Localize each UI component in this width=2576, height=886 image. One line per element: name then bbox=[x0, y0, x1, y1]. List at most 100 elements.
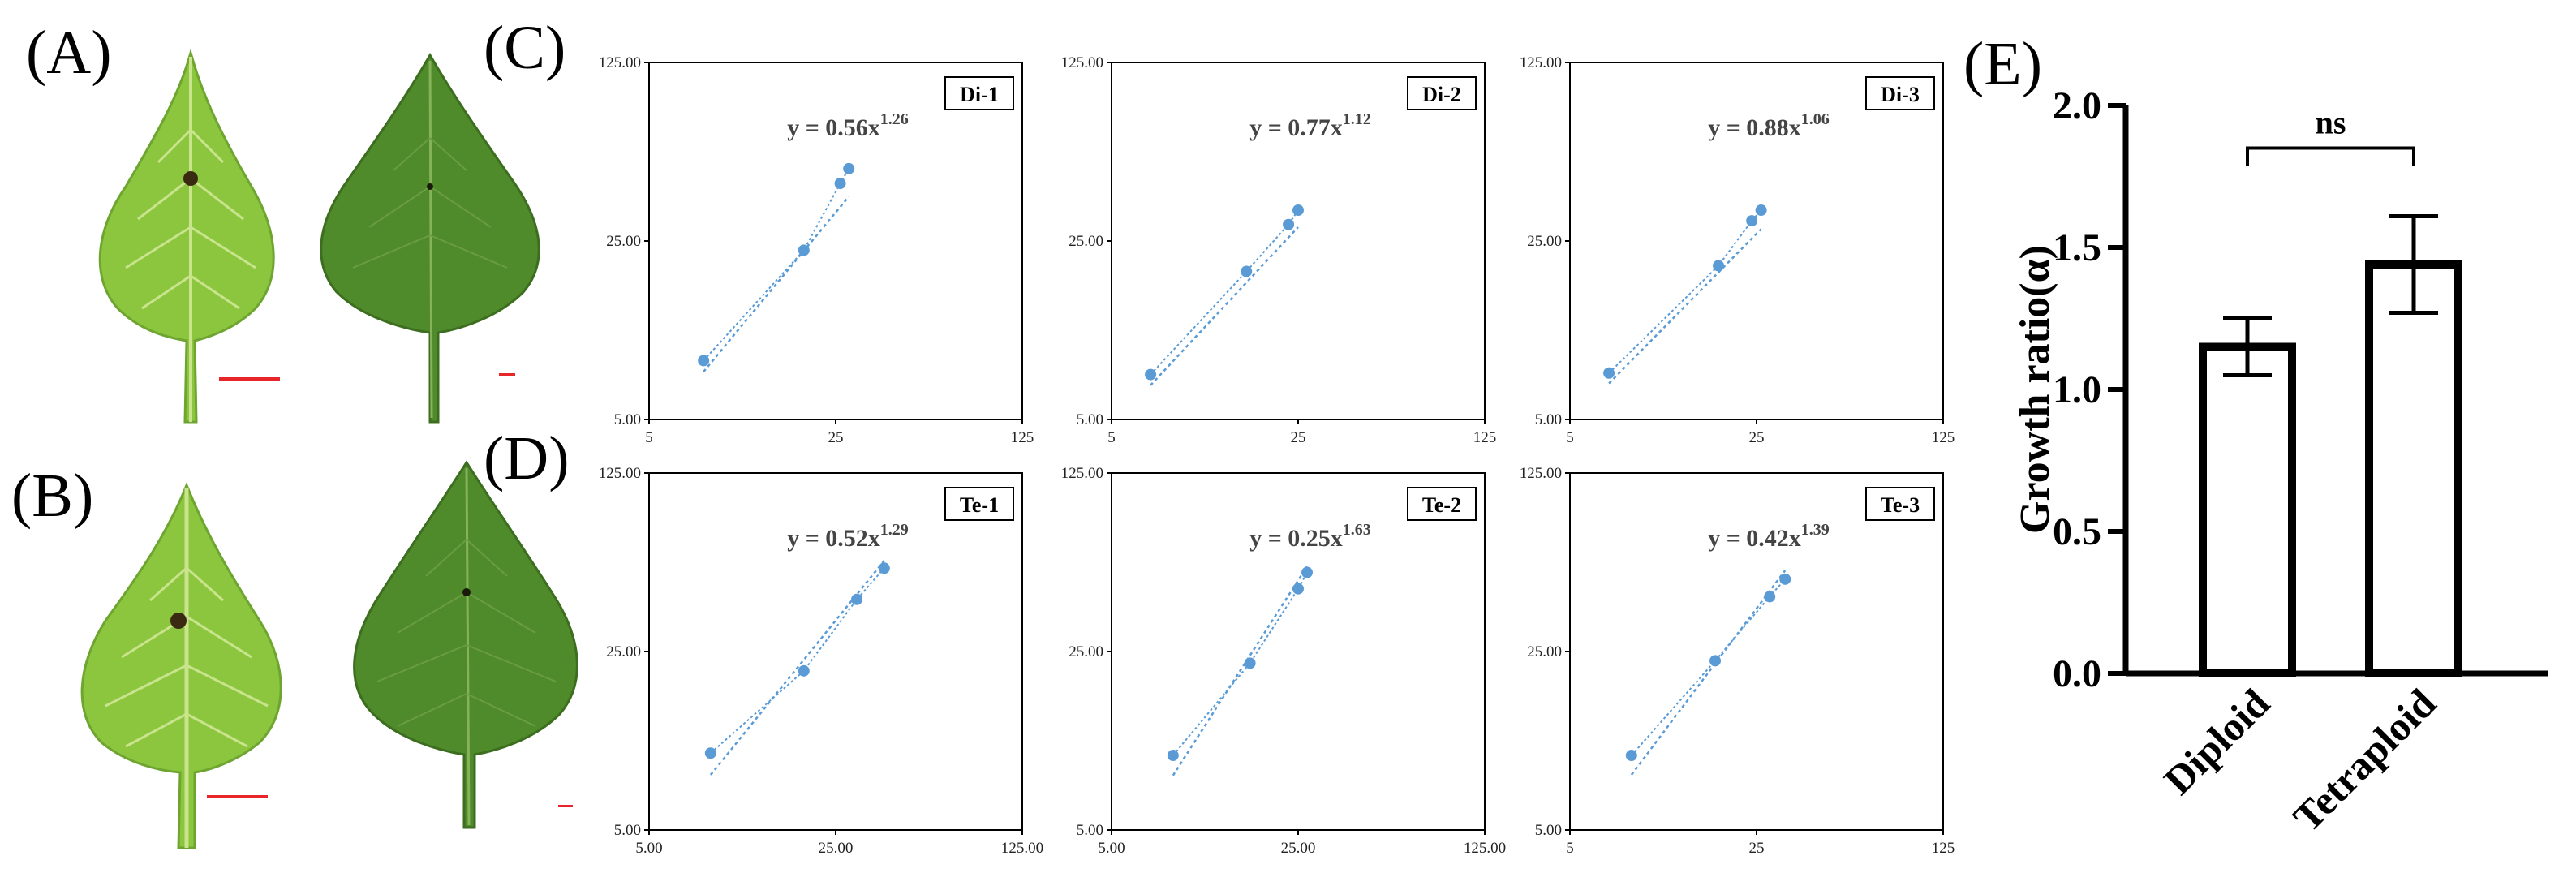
y-tick-label: 5.00 bbox=[614, 411, 641, 428]
y-tick-label: 0.5 bbox=[2053, 510, 2101, 553]
x-tick-label: 25.00 bbox=[819, 840, 854, 857]
x-category-label: Tetraploid bbox=[2284, 680, 2445, 841]
x-tick-label: 5 bbox=[645, 429, 653, 446]
series-tag-box bbox=[1865, 76, 1935, 110]
fit-equation-exponent: 1.12 bbox=[1343, 110, 1371, 128]
panel-label-c: (C) bbox=[484, 14, 566, 82]
data-point bbox=[851, 593, 863, 605]
panel-label-b: (B) bbox=[11, 462, 94, 530]
y-tick-label: 5.00 bbox=[1077, 822, 1103, 839]
fit-equation-exponent: 1.63 bbox=[1343, 521, 1371, 539]
series-tag-label: Te-2 bbox=[1422, 493, 1461, 517]
bar bbox=[2199, 342, 2296, 677]
y-tick-label: 2.0 bbox=[2053, 84, 2101, 127]
y-tick-label: 25.00 bbox=[1527, 233, 1562, 250]
x-tick-label: 25 bbox=[1291, 429, 1306, 446]
x-tick-label: 125 bbox=[1473, 429, 1497, 446]
data-trend-line bbox=[1150, 209, 1299, 376]
series-tag-box bbox=[1407, 487, 1477, 521]
data-trend-line bbox=[703, 168, 850, 362]
x-category-label: Diploid bbox=[2155, 680, 2278, 803]
series-tag-label: Di-3 bbox=[1881, 83, 1920, 106]
fit-equation: y = 0.77x1.12 bbox=[1249, 110, 1371, 141]
significance-bracket bbox=[2246, 146, 2415, 166]
scatter-plot-te-1: 5.005.00 25.00 25.00 125.00 125.00 Te-1 y = 0.… bbox=[599, 465, 1043, 857]
series-tag-box bbox=[1865, 487, 1935, 521]
scatter-plot-di-2: 5.005 25.00 25 125.00 125 Di-2 y = 0.77x1.12 bbox=[1061, 54, 1497, 446]
fit-equation-base: y = 0.56x bbox=[787, 114, 880, 141]
data-point bbox=[698, 355, 710, 367]
series-tag-box bbox=[944, 76, 1014, 110]
fit-equation-exponent: 1.06 bbox=[1801, 110, 1830, 128]
significance-label: ns bbox=[2316, 105, 2346, 141]
scatter-plot-te-3: 5.005 25.00 25 125.00 125 Te-3 y = 0.42x1.39 bbox=[1520, 465, 1955, 857]
data-point bbox=[1292, 204, 1304, 217]
y-tick-label: 1.5 bbox=[2053, 226, 2101, 269]
data-point bbox=[1301, 566, 1313, 578]
plot-frame bbox=[648, 472, 1023, 831]
data-point bbox=[704, 747, 716, 759]
diploid-leaf-abaxial bbox=[98, 49, 280, 424]
data-point bbox=[1746, 215, 1758, 227]
y-tick-label: 125.00 bbox=[1520, 54, 1562, 71]
y-tick-label: 5.00 bbox=[1077, 411, 1103, 428]
tetraploid-leaf-adaxial bbox=[353, 460, 578, 829]
data-point bbox=[1241, 265, 1253, 277]
data-point bbox=[798, 244, 810, 256]
fit-equation-base: y = 0.88x bbox=[1708, 114, 1801, 141]
series-tag: Di-3 bbox=[1865, 76, 1935, 110]
y-tick-label: 125.00 bbox=[1061, 54, 1103, 71]
fit-equation-base: y = 0.25x bbox=[1249, 525, 1343, 552]
data-point bbox=[798, 664, 810, 677]
y-tick-label: 25.00 bbox=[606, 643, 641, 660]
fit-equation-exponent: 1.29 bbox=[880, 521, 909, 539]
data-point bbox=[1779, 573, 1791, 585]
y-tick-label: 25.00 bbox=[606, 233, 641, 250]
data-point bbox=[834, 178, 846, 190]
data-point bbox=[1603, 367, 1615, 379]
y-tick-label: 5.00 bbox=[614, 822, 641, 839]
data-point bbox=[1764, 591, 1776, 603]
y-tick-label: 125.00 bbox=[1061, 465, 1103, 482]
x-tick-label: 125 bbox=[1932, 840, 1955, 857]
data-point bbox=[1292, 583, 1304, 595]
x-tick-label: 25 bbox=[1749, 840, 1765, 857]
y-axis-label: Growth ratio(α) bbox=[2012, 245, 2058, 534]
plot-frame bbox=[648, 62, 1023, 420]
x-tick-label: 25.00 bbox=[1281, 840, 1316, 857]
fit-equation-base: y = 0.77x bbox=[1249, 114, 1343, 141]
data-point bbox=[1167, 750, 1179, 762]
data-point bbox=[1713, 260, 1725, 272]
panel-label-a: (A) bbox=[26, 19, 112, 87]
y-tick-label: 25.00 bbox=[1069, 233, 1103, 250]
x-tick-label: 5.00 bbox=[1098, 840, 1125, 857]
scatter-plot-di-1: 5.005 25.00 25 125.00 125 Di-1 y = 0.56x1.26 bbox=[599, 54, 1034, 446]
x-tick-label: 125.00 bbox=[1001, 840, 1043, 857]
fit-equation-exponent: 1.26 bbox=[880, 110, 909, 128]
x-tick-label: 125.00 bbox=[1464, 840, 1506, 857]
fit-line bbox=[703, 196, 850, 372]
fit-equation-exponent: 1.39 bbox=[1801, 521, 1830, 539]
series-tag-label: Te-1 bbox=[960, 493, 999, 517]
data-trend-line bbox=[1608, 209, 1762, 374]
data-point bbox=[1755, 204, 1767, 217]
series-tag-label: Di-2 bbox=[1422, 83, 1461, 106]
fit-equation: y = 0.42x1.39 bbox=[1708, 521, 1830, 552]
plot-frame bbox=[1569, 472, 1944, 831]
series-tag: Di-2 bbox=[1407, 76, 1477, 110]
y-tick-label: 125.00 bbox=[599, 54, 641, 71]
data-point bbox=[843, 162, 855, 174]
panel-label-e: (E) bbox=[1963, 30, 2043, 98]
x-tick-label: 5 bbox=[1107, 429, 1116, 446]
series-tag: Te-1 bbox=[944, 487, 1014, 521]
data-point bbox=[1625, 750, 1637, 762]
bar bbox=[2365, 260, 2462, 677]
x-tick-label: 125 bbox=[1011, 429, 1034, 446]
fit-equation: y = 0.88x1.06 bbox=[1708, 110, 1830, 141]
fit-equation-base: y = 0.52x bbox=[787, 525, 880, 552]
data-point bbox=[1145, 368, 1157, 381]
plot-frame bbox=[1111, 472, 1486, 831]
growth-ratio-bar-chart: 0.0 0.5 1.0 1.5 2.0 Growth ratio(α) Diploid Tet… bbox=[2012, 84, 2548, 841]
fit-equation: y = 0.25x1.63 bbox=[1249, 521, 1371, 552]
fit-equation-base: y = 0.42x bbox=[1708, 525, 1801, 552]
